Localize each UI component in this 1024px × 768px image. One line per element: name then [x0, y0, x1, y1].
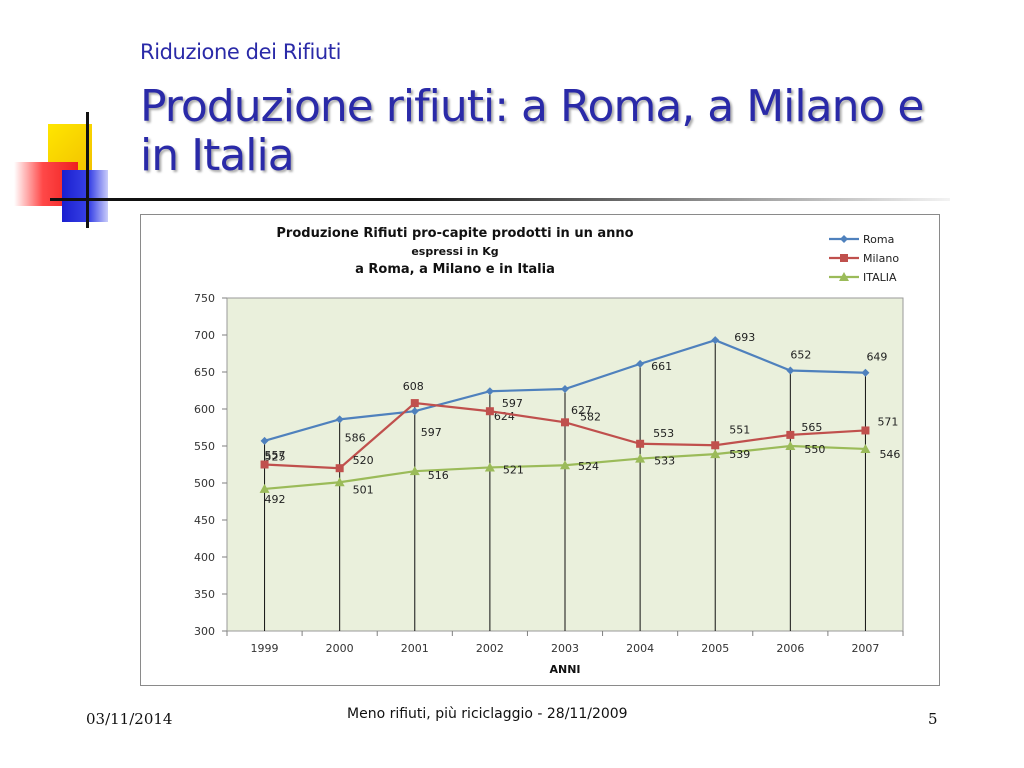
- data-label: 652: [790, 349, 811, 362]
- point-marker: [785, 441, 796, 450]
- y-tick-label: 750: [194, 292, 215, 305]
- point-marker: [260, 436, 269, 445]
- point-marker: [410, 399, 419, 408]
- data-label: 571: [877, 415, 898, 428]
- data-label: 627: [571, 404, 592, 417]
- data-label: 586: [345, 431, 366, 444]
- data-label: 597: [502, 397, 523, 410]
- slide-subtitle: Riduzione dei Rifiuti: [140, 40, 342, 64]
- data-label: 565: [801, 421, 822, 434]
- data-label: 546: [879, 448, 900, 461]
- point-marker: [260, 460, 269, 469]
- point-marker: [485, 387, 494, 396]
- data-label: 597: [421, 426, 442, 439]
- data-label: 661: [651, 360, 672, 373]
- legend-label: ITALIA: [863, 271, 897, 284]
- point-marker: [786, 430, 795, 439]
- decor-vertical-line: [86, 112, 89, 228]
- decor-blue-square: [62, 170, 108, 222]
- page-number: 5: [928, 710, 938, 728]
- y-tick-label: 700: [194, 329, 215, 342]
- data-label: 525: [265, 451, 286, 464]
- footer-date: 03/11/2014: [86, 710, 173, 728]
- x-tick-label: 2002: [476, 642, 504, 655]
- point-marker: [636, 359, 645, 368]
- y-tick-label: 650: [194, 366, 215, 379]
- data-label: 693: [734, 331, 755, 344]
- point-marker: [636, 439, 645, 448]
- point-marker: [786, 366, 795, 375]
- chart-title-line: a Roma, a Milano e in Italia: [355, 262, 555, 277]
- point-marker: [861, 426, 870, 435]
- data-label: 551: [729, 423, 750, 436]
- data-label: 608: [403, 380, 424, 393]
- data-label: 582: [580, 410, 601, 423]
- data-label: 501: [353, 483, 374, 496]
- point-marker: [560, 460, 570, 470]
- y-tick-label: 550: [194, 440, 215, 453]
- chart-title-line: Produzione Rifiuti pro-capite prodotti i…: [276, 226, 633, 241]
- point-marker: [259, 483, 270, 493]
- x-tick-label: 2000: [326, 642, 354, 655]
- x-tick-label: 2001: [401, 642, 429, 655]
- x-axis-title: ANNI: [549, 663, 580, 676]
- point-marker: [561, 385, 569, 394]
- y-tick-label: 350: [194, 588, 215, 601]
- y-tick-label: 500: [194, 477, 215, 490]
- x-tick-label: 2004: [626, 642, 654, 655]
- legend-marker: [839, 272, 849, 281]
- data-label: 533: [654, 455, 675, 468]
- point-marker: [561, 418, 569, 427]
- footer-text: Meno rifiuti, più riciclaggio - 28/11/20…: [347, 706, 628, 722]
- point-marker: [711, 441, 720, 450]
- point-marker: [710, 449, 721, 459]
- y-tick-label: 600: [194, 403, 215, 416]
- point-marker: [861, 368, 870, 377]
- legend-label: Roma: [863, 233, 894, 246]
- legend-label: Milano: [863, 252, 899, 265]
- data-label: 521: [503, 463, 524, 476]
- point-marker: [409, 466, 420, 476]
- decor-horizontal-line: [50, 198, 950, 201]
- point-marker: [860, 443, 871, 453]
- point-marker: [711, 336, 720, 345]
- y-tick-label: 300: [194, 625, 215, 638]
- y-tick-label: 400: [194, 551, 215, 564]
- y-tick-label: 450: [194, 514, 215, 527]
- data-label: 516: [428, 469, 449, 482]
- legend-marker: [840, 235, 848, 243]
- slide-title: Produzione rifiuti: a Roma, a Milano e i…: [140, 81, 924, 182]
- data-label: 520: [353, 454, 374, 467]
- point-marker: [485, 407, 494, 416]
- point-marker: [335, 415, 344, 424]
- point-marker: [410, 407, 419, 416]
- data-label: 553: [653, 427, 674, 440]
- data-label: 557: [265, 449, 286, 462]
- data-label: 649: [866, 351, 887, 364]
- data-label: 550: [804, 443, 825, 456]
- x-tick-label: 2003: [551, 642, 579, 655]
- chart-title-line: espressi in Kg: [411, 245, 498, 258]
- point-marker: [635, 453, 646, 463]
- data-label: 492: [265, 493, 286, 506]
- x-tick-label: 1999: [251, 642, 279, 655]
- point-marker: [484, 462, 495, 472]
- data-label: 539: [729, 448, 750, 461]
- x-tick-label: 2007: [851, 642, 879, 655]
- data-label: 524: [578, 460, 599, 473]
- point-marker: [334, 477, 345, 487]
- x-tick-label: 2005: [701, 642, 729, 655]
- line-chart: Produzione Rifiuti pro-capite prodotti i…: [194, 226, 904, 676]
- point-marker: [335, 464, 344, 473]
- chart-frame: Produzione Rifiuti pro-capite prodotti i…: [140, 214, 940, 686]
- legend-marker: [840, 254, 848, 262]
- x-tick-label: 2006: [776, 642, 804, 655]
